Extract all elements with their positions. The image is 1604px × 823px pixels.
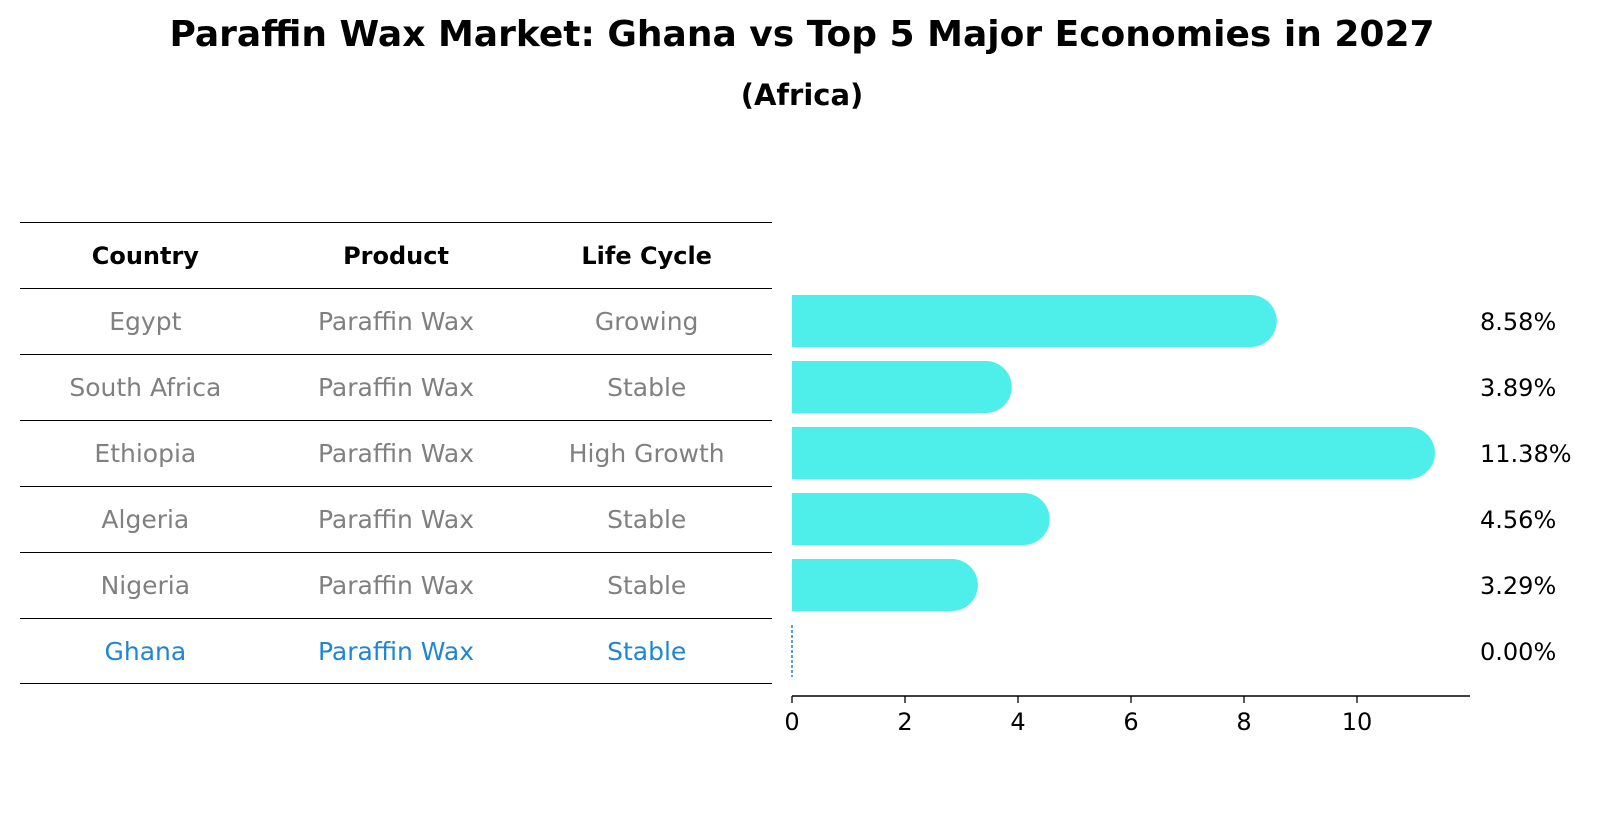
cell-life-cycle: Stable [607, 505, 687, 534]
x-tick-label: 4 [1010, 708, 1025, 736]
bar-south-africa [792, 361, 1012, 413]
cell-life-cycle: Stable [607, 636, 687, 666]
cell-product: Paraffin Wax [317, 373, 475, 402]
value-label: 3.29% [1480, 572, 1556, 600]
table-row: Egypt Paraffin Wax Growing [20, 288, 772, 354]
cell-life-cycle: Stable [607, 373, 687, 402]
x-tick-label: 2 [897, 708, 912, 736]
data-table: Country Product Life Cycle Egypt Paraffi… [20, 222, 772, 684]
chart-title: Paraffin Wax Market: Ghana vs Top 5 Majo… [169, 14, 1435, 55]
bar-egypt [792, 295, 1277, 347]
bar-algeria [792, 493, 1050, 545]
value-label: 8.58% [1480, 308, 1556, 336]
cell-country: Nigeria [100, 571, 191, 600]
cell-life-cycle: Stable [607, 571, 687, 600]
table-row: South Africa Paraffin Wax Stable [20, 354, 772, 420]
value-label: 4.56% [1480, 506, 1556, 534]
table-header-row: Country Product Life Cycle [20, 222, 772, 288]
header-product: Product [343, 241, 449, 270]
cell-product: Paraffin Wax [317, 636, 475, 666]
cell-country: Egypt [109, 307, 182, 336]
cell-country: South Africa [69, 373, 222, 402]
bar-nigeria [792, 559, 978, 611]
table-row: Ethiopia Paraffin Wax High Growth [20, 420, 772, 486]
x-tick-label: 10 [1342, 708, 1373, 736]
x-tick-label: 0 [784, 708, 799, 736]
cell-product: Paraffin Wax [317, 439, 475, 468]
x-tick-label: 6 [1123, 708, 1138, 736]
header-country: Country [91, 241, 199, 270]
value-label: 0.00% [1480, 638, 1556, 666]
value-label: 11.38% [1480, 440, 1572, 468]
cell-product: Paraffin Wax [317, 505, 475, 534]
table-row: Nigeria Paraffin Wax Stable [20, 552, 772, 618]
cell-country: Algeria [101, 505, 190, 534]
chart-subtitle: (Africa) [740, 78, 864, 112]
value-label: 3.89% [1480, 374, 1556, 402]
x-tick-label: 8 [1236, 708, 1251, 736]
bar-ethiopia [792, 427, 1435, 479]
cell-country: Ethiopia [94, 439, 197, 468]
cell-country: Ghana [104, 636, 187, 666]
cell-product: Paraffin Wax [317, 571, 475, 600]
cell-life-cycle: Growing [594, 307, 699, 336]
cell-product: Paraffin Wax [317, 307, 475, 336]
table-row: Algeria Paraffin Wax Stable [20, 486, 772, 552]
header-life-cycle: Life Cycle [581, 241, 712, 270]
table-row-highlighted: Ghana Paraffin Wax Stable [20, 618, 772, 684]
cell-life-cycle: High Growth [568, 439, 725, 468]
